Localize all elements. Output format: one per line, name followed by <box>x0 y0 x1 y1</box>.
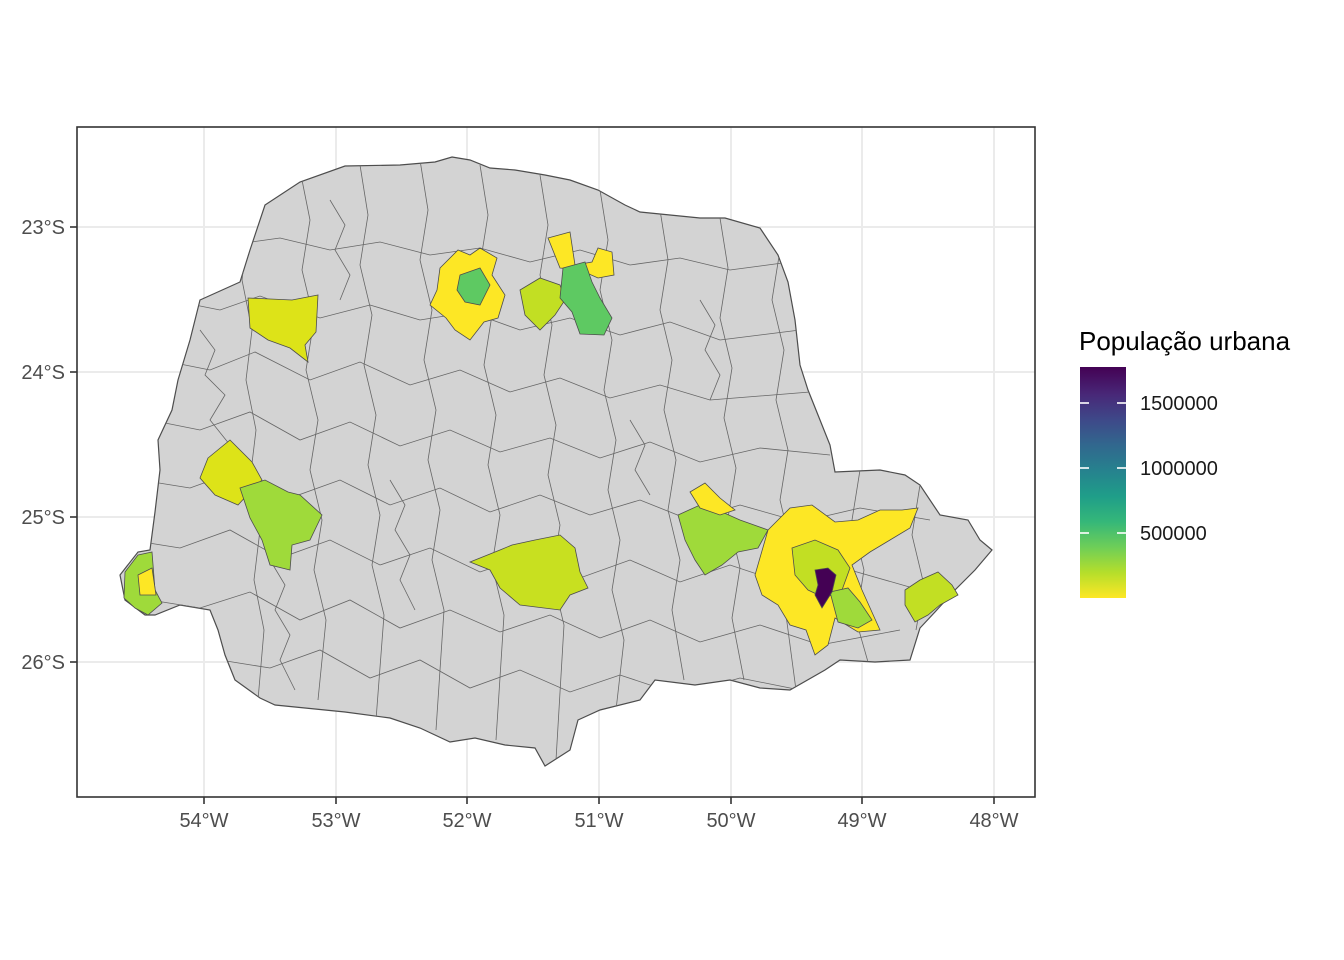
y-tick-label: 23°S <box>21 217 65 239</box>
legend-label: 1000000 <box>1140 458 1218 480</box>
legend-label: 500000 <box>1140 523 1207 545</box>
y-axis-labels: 23°S 24°S 25°S 26°S <box>21 217 65 674</box>
axis-ticks <box>70 226 995 804</box>
y-tick-label: 25°S <box>21 507 65 529</box>
legend-label: 1500000 <box>1140 393 1218 415</box>
x-tick-label: 53°W <box>311 810 360 832</box>
municipality-east-top <box>689 482 736 516</box>
legend-title: População urbana <box>1079 326 1291 356</box>
municipality-north-mid <box>519 277 566 331</box>
municipality-north-east-large <box>559 261 613 336</box>
municipality-west-large <box>239 479 323 571</box>
x-tick-label: 50°W <box>706 810 755 832</box>
y-tick-label: 26°S <box>21 652 65 674</box>
municipality-center-south <box>468 534 589 611</box>
x-tick-label: 54°W <box>179 810 228 832</box>
municipality-far-southwest-inner <box>137 567 157 596</box>
legend: População urbana 1500000 1000000 500000 <box>1079 326 1291 598</box>
y-tick-label: 24°S <box>21 362 65 384</box>
x-tick-label: 51°W <box>574 810 623 832</box>
municipality-metro-south <box>829 587 873 629</box>
municipality-coast <box>904 571 959 623</box>
x-tick-label: 48°W <box>969 810 1018 832</box>
plot-panel-border <box>76 126 1036 798</box>
x-axis-labels: 54°W 53°W 52°W 51°W 50°W 49°W 48°W <box>179 810 1018 832</box>
highlighted-municipalities <box>123 231 959 656</box>
x-tick-label: 49°W <box>837 810 886 832</box>
municipality-north-center <box>456 267 491 306</box>
municipality-capital <box>814 567 837 609</box>
municipality-north-west <box>247 294 319 363</box>
legend-ticks <box>1080 402 1126 534</box>
legend-colorbar <box>1080 367 1126 598</box>
x-tick-label: 52°W <box>442 810 491 832</box>
